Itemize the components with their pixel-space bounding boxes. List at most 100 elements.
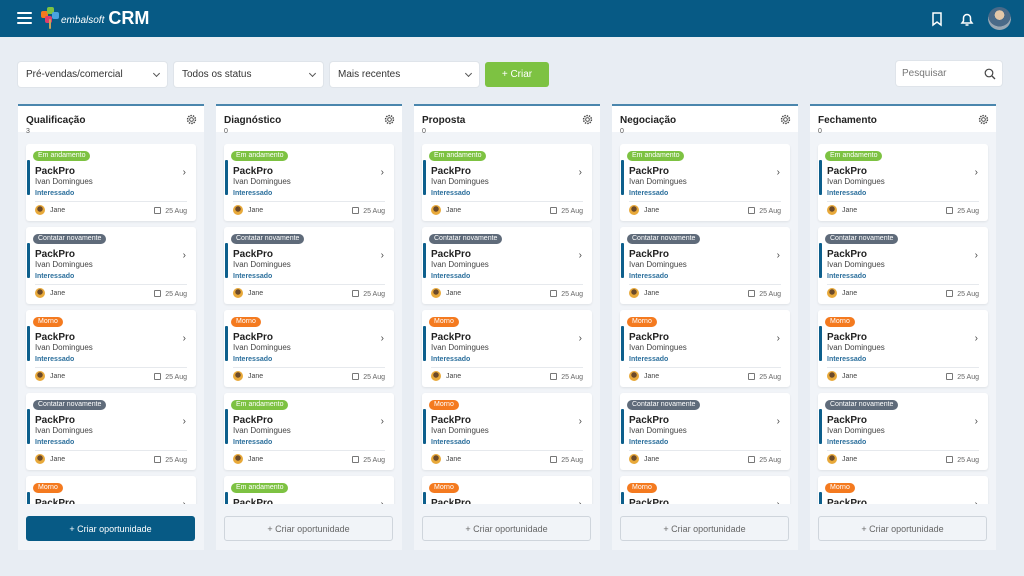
- user-avatar[interactable]: [988, 7, 1011, 30]
- chevron-right-icon[interactable]: ›: [974, 416, 978, 427]
- opportunity-card[interactable]: Contatar novamente PackPro Ivan Domingue…: [224, 227, 394, 304]
- chevron-right-icon[interactable]: ›: [975, 499, 978, 504]
- opportunity-card[interactable]: Morno PackPro Ivan Domingues Interessado…: [224, 310, 394, 387]
- gear-icon[interactable]: [384, 114, 395, 125]
- card-accent-bar: [225, 409, 228, 444]
- opportunity-card[interactable]: Em andamento PackPro Ivan Domingues Inte…: [422, 144, 592, 221]
- gear-icon[interactable]: [582, 114, 593, 125]
- create-opportunity-button[interactable]: + Criar oportunidade: [26, 516, 195, 541]
- chevron-right-icon[interactable]: ›: [776, 167, 780, 178]
- create-opportunity-button[interactable]: + Criar oportunidade: [224, 516, 393, 541]
- column-title: Fechamento: [818, 115, 877, 126]
- create-opportunity-button[interactable]: + Criar oportunidade: [422, 516, 591, 541]
- chevron-right-icon[interactable]: ›: [776, 250, 780, 261]
- gear-icon[interactable]: [186, 114, 197, 125]
- chevron-right-icon[interactable]: ›: [380, 416, 384, 427]
- card-list[interactable]: Em andamento PackPro Ivan Domingues Inte…: [810, 144, 996, 504]
- opportunity-card[interactable]: Contatar novamente PackPro Ivan Domingue…: [620, 393, 790, 470]
- chevron-right-icon[interactable]: ›: [578, 333, 582, 344]
- calendar-icon: [748, 207, 756, 214]
- opportunity-card[interactable]: Morno PackPro Ivan Domingues Interessado…: [620, 310, 790, 387]
- opportunity-card[interactable]: Morno PackPro Ivan Domingues Interessado…: [26, 310, 196, 387]
- chevron-right-icon[interactable]: ›: [182, 250, 186, 261]
- pipeline-column: Fechamento 0 Em andamento PackPro Ivan D…: [810, 104, 996, 550]
- search-input[interactable]: Pesquisar: [896, 61, 1002, 86]
- lead-status: Interessado: [629, 439, 669, 446]
- card-accent-bar: [621, 409, 624, 444]
- owner-name: Jane: [50, 373, 66, 380]
- due-date: 25 Aug: [352, 456, 385, 464]
- opportunity-card[interactable]: Contatar novamente PackPro Ivan Domingue…: [818, 227, 988, 304]
- bell-icon[interactable]: [958, 10, 976, 28]
- opportunity-card[interactable]: Contatar novamente PackPro Ivan Domingue…: [422, 227, 592, 304]
- contact-name: Ivan Domingues: [431, 260, 489, 269]
- opportunity-card[interactable]: Morno PackPro Ivan Domingues Interessado…: [422, 310, 592, 387]
- create-button[interactable]: + Criar: [485, 62, 549, 87]
- contact-name: Ivan Domingues: [35, 426, 93, 435]
- chevron-right-icon[interactable]: ›: [974, 167, 978, 178]
- chevron-right-icon[interactable]: ›: [974, 250, 978, 261]
- sort-select[interactable]: Mais recentes: [330, 62, 479, 87]
- gear-icon[interactable]: [780, 114, 791, 125]
- opportunity-card[interactable]: Em andamento PackPro Ivan Domingues Inte…: [26, 144, 196, 221]
- opportunity-card[interactable]: Contatar novamente PackPro Ivan Domingue…: [26, 227, 196, 304]
- chevron-right-icon[interactable]: ›: [776, 333, 780, 344]
- opportunity-card[interactable]: Em andamento PackPro Ivan Domingues Inte…: [224, 476, 394, 504]
- opportunity-card[interactable]: Morno PackPro Ivan Domingues Interessado…: [620, 476, 790, 504]
- opportunity-card[interactable]: Contatar novamente PackPro Ivan Domingue…: [620, 227, 790, 304]
- due-date: 25 Aug: [946, 207, 979, 215]
- opportunity-card[interactable]: Contatar novamente PackPro Ivan Domingue…: [26, 393, 196, 470]
- company-name: PackPro: [827, 249, 868, 260]
- create-opportunity-button[interactable]: + Criar oportunidade: [620, 516, 789, 541]
- chevron-right-icon[interactable]: ›: [777, 499, 780, 504]
- opportunity-card[interactable]: Morno PackPro Ivan Domingues Interessado…: [26, 476, 196, 504]
- search-icon[interactable]: [984, 68, 996, 80]
- chevron-right-icon[interactable]: ›: [182, 333, 186, 344]
- status-filter-select[interactable]: Todos os status: [174, 62, 323, 87]
- chevron-right-icon[interactable]: ›: [380, 333, 384, 344]
- temperature-tag: Morno: [825, 317, 855, 327]
- chevron-right-icon[interactable]: ›: [381, 499, 384, 504]
- temperature-tag: Morno: [429, 483, 459, 493]
- card-list[interactable]: Em andamento PackPro Ivan Domingues Inte…: [216, 144, 402, 504]
- opportunity-card[interactable]: Em andamento PackPro Ivan Domingues Inte…: [620, 144, 790, 221]
- chevron-right-icon[interactable]: ›: [579, 499, 582, 504]
- opportunity-card[interactable]: Morno PackPro Ivan Domingues Interessado…: [818, 476, 988, 504]
- opportunity-card[interactable]: Contatar novamente PackPro Ivan Domingue…: [818, 393, 988, 470]
- company-name: PackPro: [233, 332, 274, 343]
- chevron-right-icon[interactable]: ›: [182, 416, 186, 427]
- card-list[interactable]: Em andamento PackPro Ivan Domingues Inte…: [612, 144, 798, 504]
- card-list[interactable]: Em andamento PackPro Ivan Domingues Inte…: [414, 144, 600, 504]
- divider: [827, 284, 979, 285]
- chevron-right-icon[interactable]: ›: [578, 250, 582, 261]
- app-logo[interactable]: embalsoft CRM: [40, 7, 149, 29]
- opportunity-card[interactable]: Morno PackPro Ivan Domingues Interessado…: [422, 393, 592, 470]
- chevron-right-icon[interactable]: ›: [183, 499, 186, 504]
- company-name: PackPro: [233, 415, 274, 426]
- chevron-right-icon[interactable]: ›: [578, 416, 582, 427]
- divider: [629, 367, 781, 368]
- chevron-right-icon[interactable]: ›: [776, 416, 780, 427]
- chevron-right-icon[interactable]: ›: [380, 167, 384, 178]
- menu-icon[interactable]: [17, 12, 32, 24]
- opportunity-card[interactable]: Em andamento PackPro Ivan Domingues Inte…: [224, 393, 394, 470]
- chevron-right-icon[interactable]: ›: [974, 333, 978, 344]
- gear-icon[interactable]: [978, 114, 989, 125]
- due-date-text: 25 Aug: [759, 457, 781, 464]
- owner-avatar: [629, 288, 639, 298]
- opportunity-card[interactable]: Morno PackPro Ivan Domingues Interessado…: [422, 476, 592, 504]
- chevron-right-icon[interactable]: ›: [380, 250, 384, 261]
- opportunity-card[interactable]: Em andamento PackPro Ivan Domingues Inte…: [224, 144, 394, 221]
- company-name: PackPro: [629, 498, 670, 504]
- column-header: Qualificação 3: [18, 106, 204, 135]
- card-accent-bar: [621, 326, 624, 361]
- chevron-right-icon[interactable]: ›: [182, 167, 186, 178]
- chevron-right-icon[interactable]: ›: [578, 167, 582, 178]
- bookmark-icon[interactable]: [928, 10, 946, 28]
- opportunity-card[interactable]: Morno PackPro Ivan Domingues Interessado…: [818, 310, 988, 387]
- opportunity-card[interactable]: Em andamento PackPro Ivan Domingues Inte…: [818, 144, 988, 221]
- calendar-icon: [550, 207, 558, 214]
- team-filter-select[interactable]: Pré-vendas/comercial: [18, 62, 167, 87]
- card-list[interactable]: Em andamento PackPro Ivan Domingues Inte…: [18, 144, 204, 504]
- create-opportunity-button[interactable]: + Criar oportunidade: [818, 516, 987, 541]
